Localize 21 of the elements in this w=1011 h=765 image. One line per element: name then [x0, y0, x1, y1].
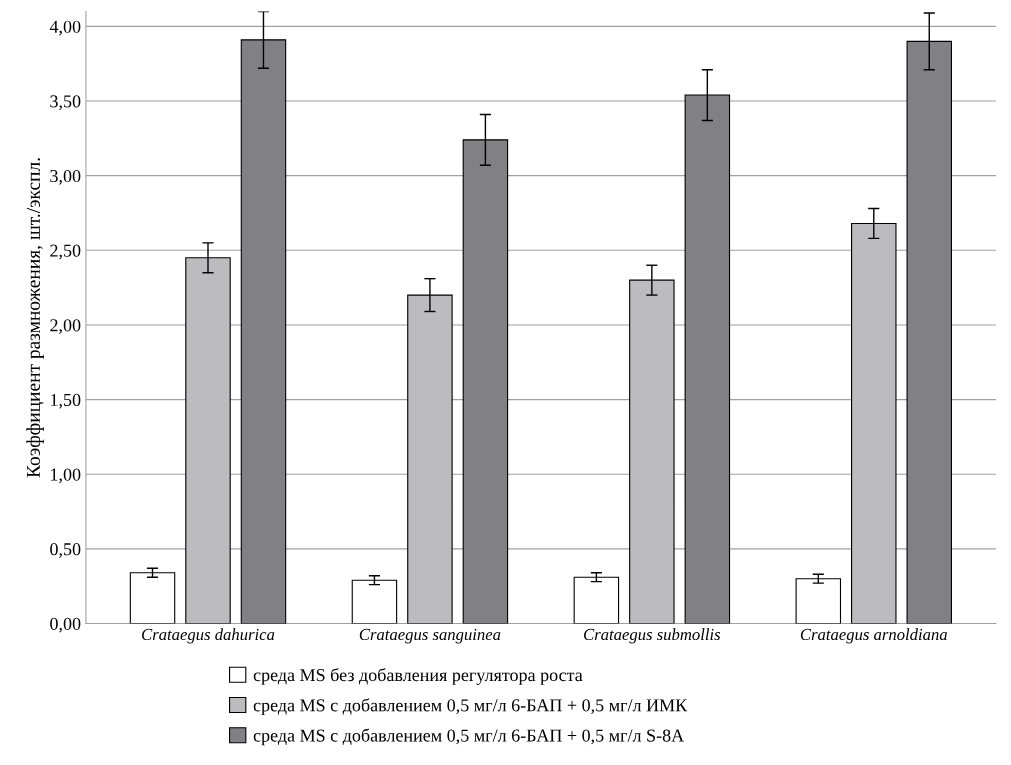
y-tick-label: 3,00	[50, 169, 81, 185]
x-tick-label: Crataegus dahurica	[142, 628, 275, 644]
y-axis-title: Коэффициент размножения, шт./экспл.	[26, 158, 44, 478]
y-tick-label: 4,00	[49, 20, 81, 36]
legend-label: среда MS с добавлением 0,5 мг/л 6-БАП + 0,5 мг/л S-8A	[253, 728, 685, 746]
y-tick-label: 0,00	[50, 617, 81, 633]
y-tick-label: 2,00	[50, 319, 81, 334]
bar	[573, 576, 620, 624]
bar	[129, 572, 176, 624]
y-tick-label: 0,50	[50, 543, 81, 558]
x-tick-label: Crataegus sanguinea	[359, 628, 501, 644]
y-tick-label: 3,50	[50, 95, 81, 111]
legend-label: среда MS с добавлением 0,5 мг/л 6-БАП + 0,5 мг/л ИМК	[253, 698, 688, 716]
legend-label: среда MS без добавления регулятора роста	[253, 668, 583, 685]
x-tick-label: Crataegus arnoldiana	[800, 628, 947, 644]
y-tick-label: 2,50	[50, 244, 81, 260]
y-tick-label: 1,00	[51, 468, 81, 484]
bar	[795, 578, 842, 624]
bar	[351, 579, 398, 624]
x-tick-label: Crataegus submollis	[584, 628, 721, 644]
y-tick-label: 1,50	[51, 393, 81, 409]
